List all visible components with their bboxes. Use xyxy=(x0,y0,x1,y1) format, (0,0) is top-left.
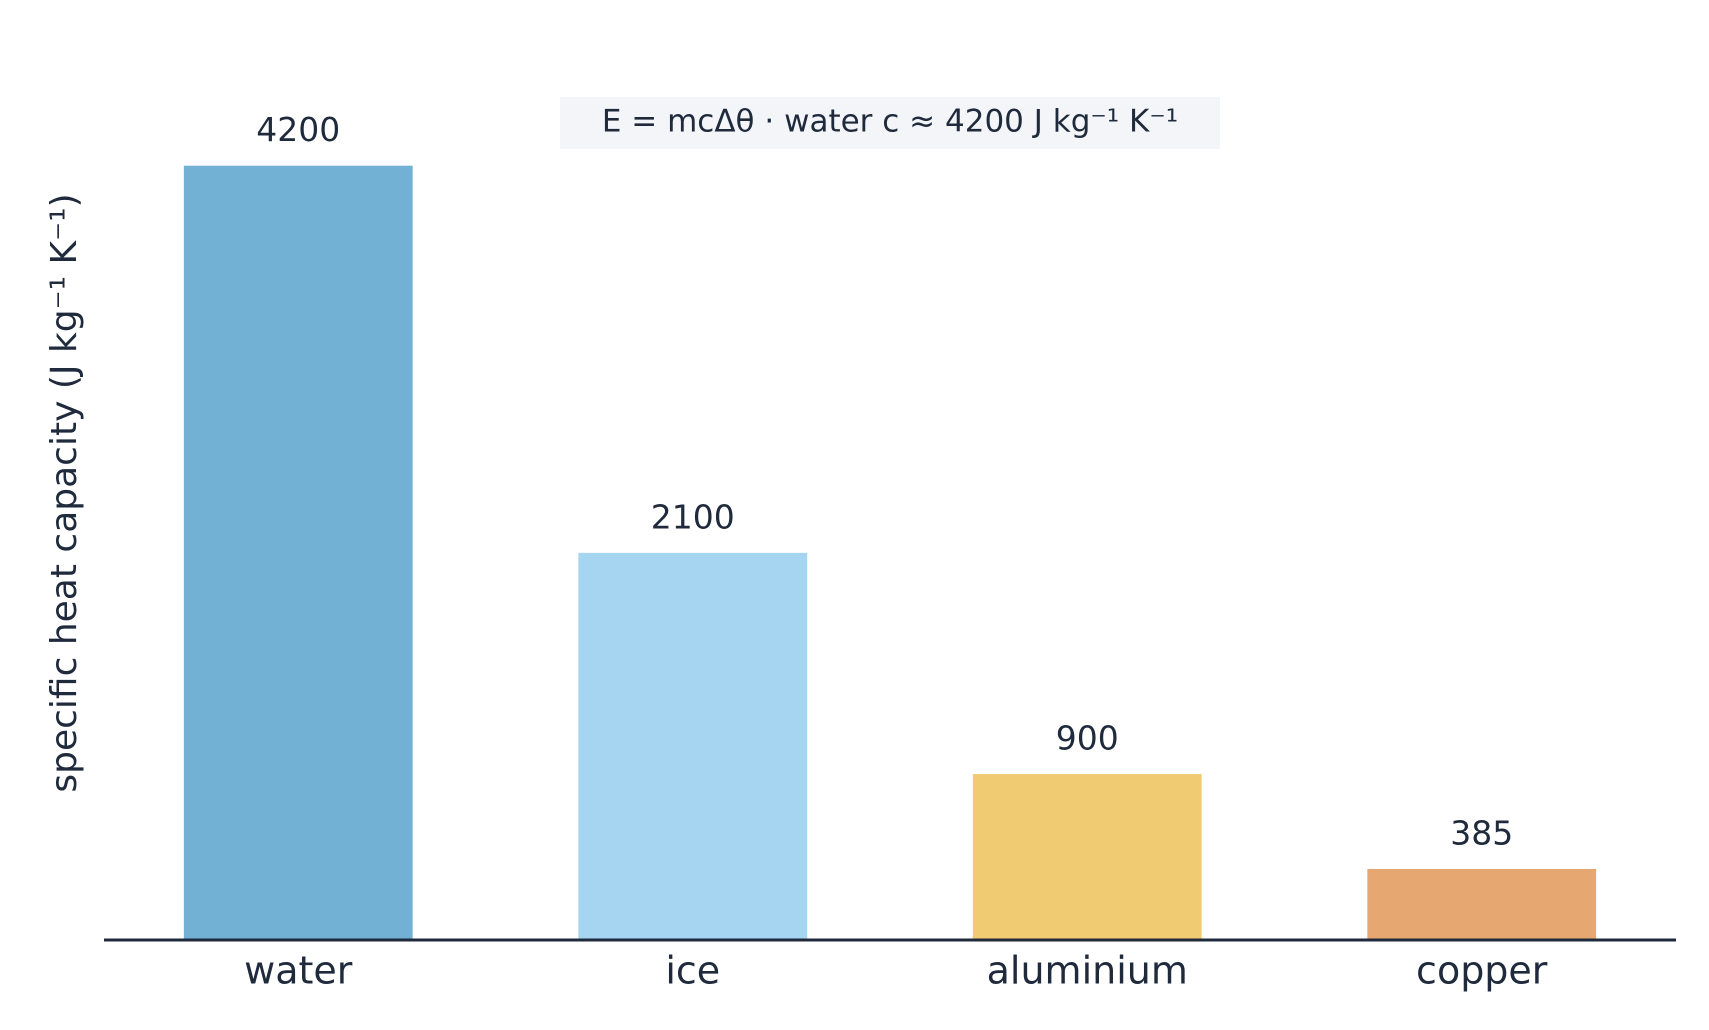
x-tick-label: ice xyxy=(665,949,720,993)
value-label: 900 xyxy=(1056,719,1119,758)
bar xyxy=(183,165,413,940)
x-tick-label: water xyxy=(244,949,353,993)
x-tick-label: aluminium xyxy=(987,949,1188,993)
annotation: E = mcΔθ · water c ≈ 4200 J kg⁻¹ K⁻¹ xyxy=(602,104,1178,140)
x-tick-label: copper xyxy=(1416,949,1548,993)
annotation-box xyxy=(560,97,1220,149)
y-axis-label: specific heat capacity (J kg⁻¹ K⁻¹) xyxy=(44,193,85,792)
value-label: 385 xyxy=(1450,814,1513,853)
value-label: 4200 xyxy=(256,110,340,149)
bar xyxy=(578,552,808,940)
bar xyxy=(972,774,1202,940)
bar xyxy=(1367,869,1597,940)
value-label: 2100 xyxy=(651,497,735,536)
